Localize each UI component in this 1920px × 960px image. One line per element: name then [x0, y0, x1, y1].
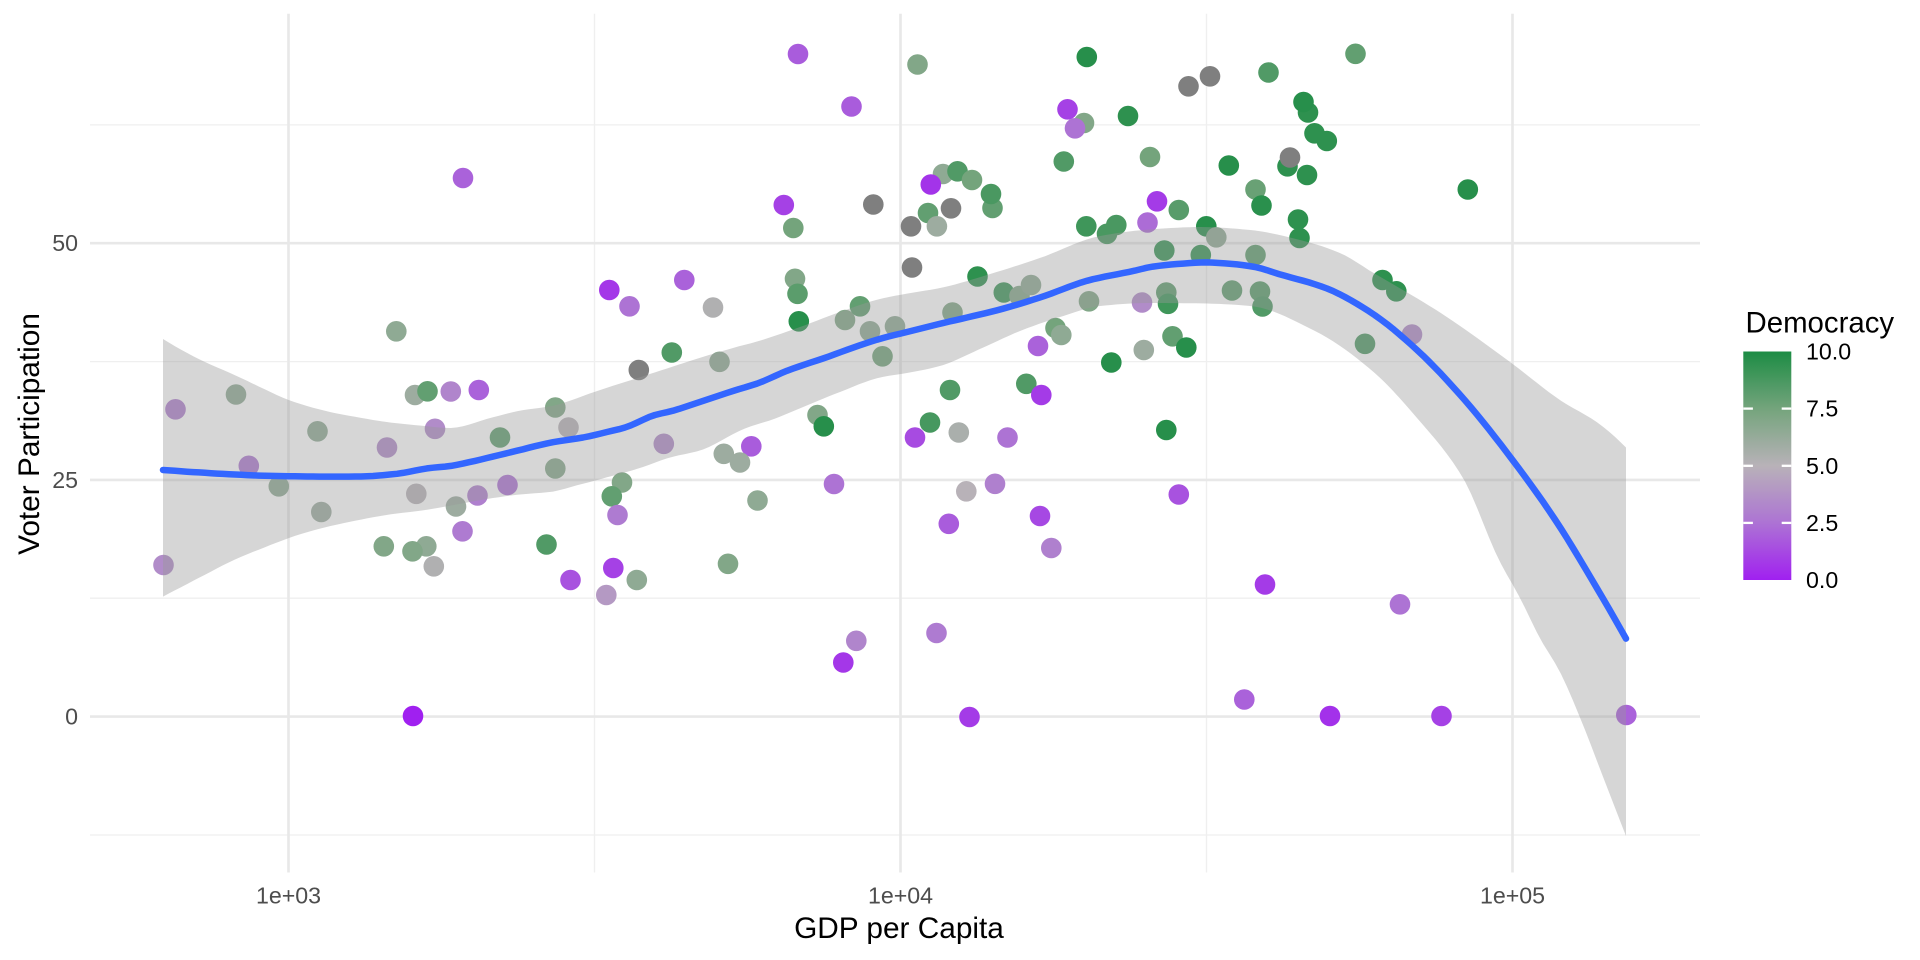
- svg-text:1e+04: 1e+04: [868, 883, 933, 909]
- svg-text:7.5: 7.5: [1806, 396, 1838, 422]
- svg-text:Voter Participation: Voter Participation: [13, 313, 46, 555]
- svg-text:5.0: 5.0: [1806, 453, 1838, 479]
- svg-text:0.0: 0.0: [1806, 567, 1838, 593]
- svg-text:10.0: 10.0: [1806, 339, 1851, 365]
- svg-text:25: 25: [52, 467, 78, 493]
- svg-text:1e+03: 1e+03: [256, 883, 321, 909]
- svg-text:1e+05: 1e+05: [1480, 883, 1545, 909]
- svg-text:50: 50: [52, 230, 78, 256]
- svg-text:GDP per Capita: GDP per Capita: [794, 912, 1004, 945]
- svg-text:2.5: 2.5: [1806, 510, 1838, 536]
- svg-text:0: 0: [65, 704, 78, 730]
- svg-text:Democracy: Democracy: [1746, 307, 1895, 340]
